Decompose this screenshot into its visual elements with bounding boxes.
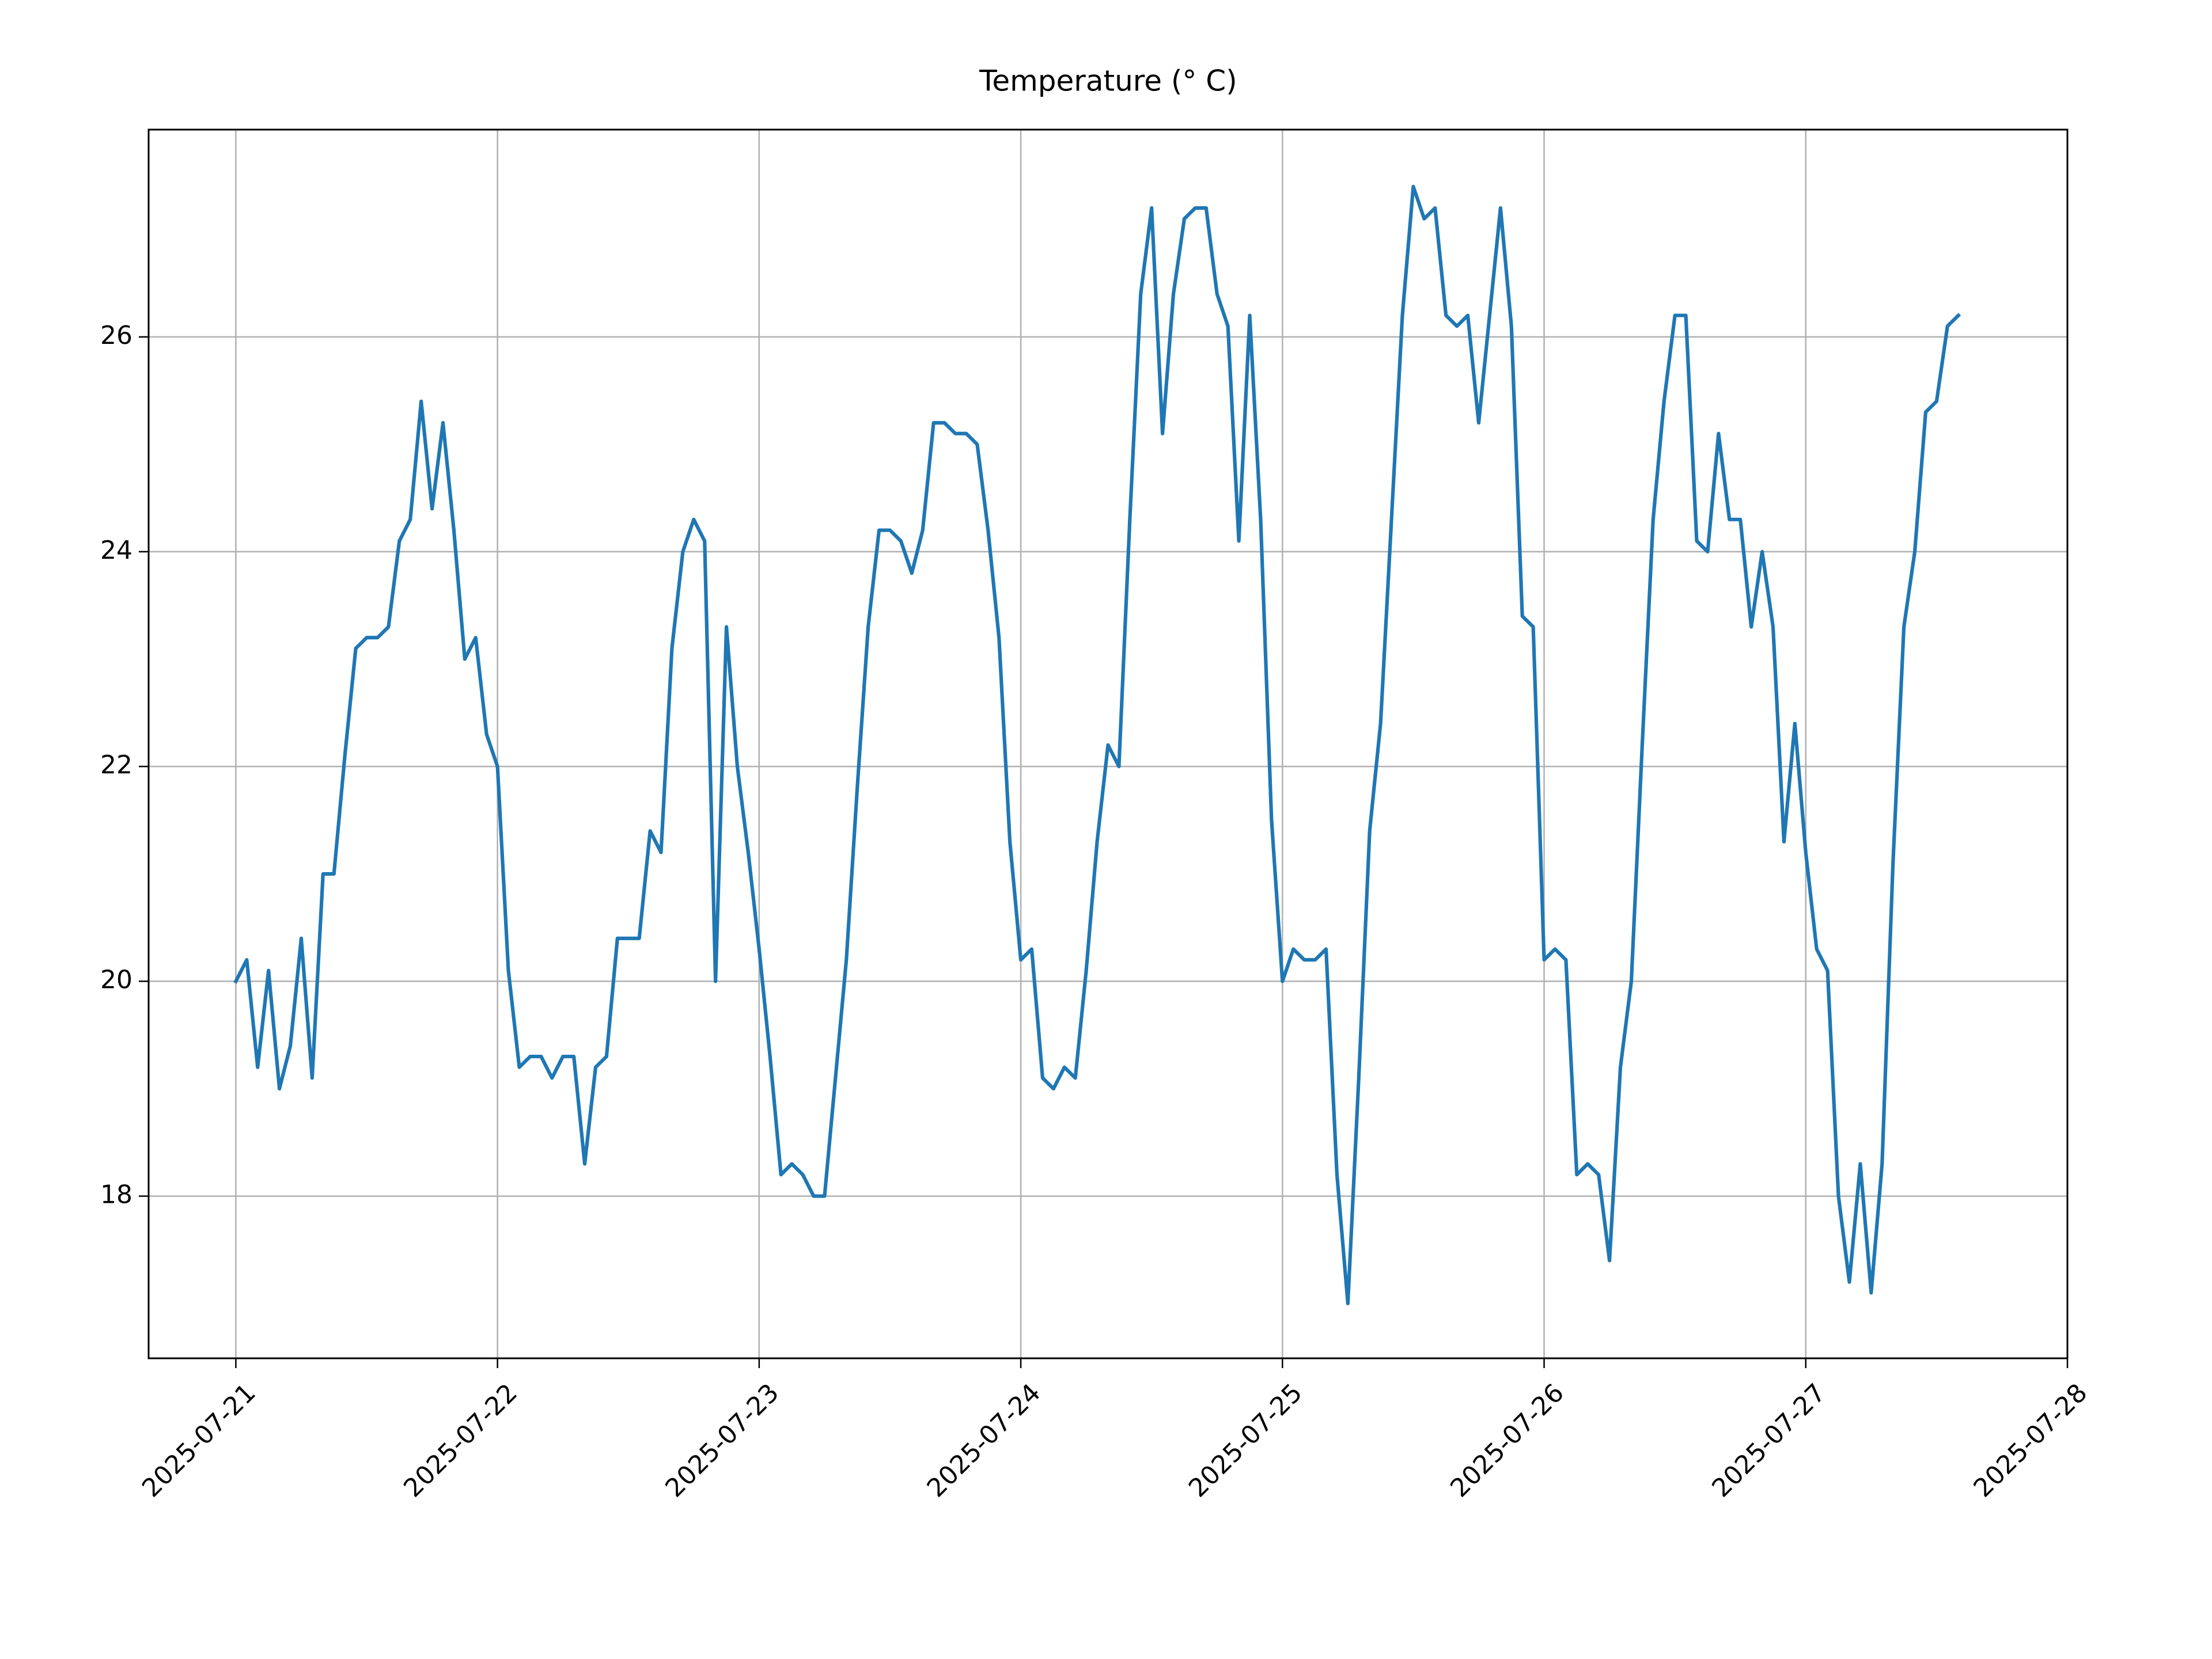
y-tick-label: 22 — [100, 751, 132, 780]
plot-frame — [147, 128, 2069, 1359]
data-line — [233, 184, 1961, 1306]
chart-title: Temperature (° C) — [979, 65, 1237, 98]
y-tick-label: 20 — [100, 965, 132, 995]
y-tick-label: 24 — [100, 536, 132, 565]
y-tick-label: 26 — [100, 321, 132, 350]
y-tick-label: 18 — [100, 1180, 132, 1209]
